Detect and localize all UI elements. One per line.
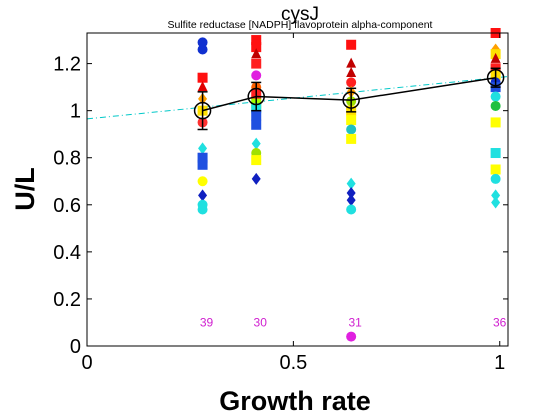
data-point-18 [251,70,262,81]
y-tick-label-0: 0 [70,336,81,358]
data-point-52 [490,91,501,102]
data-point-3 [197,81,208,92]
data-point-14 [251,35,262,46]
data-point-16 [251,48,262,59]
data-point-41 [346,194,356,207]
chart-title: cysJ [281,4,319,25]
data-point-23 [251,110,262,121]
data-point-8 [197,152,208,163]
x-tick-label-1: 0.5 [279,352,307,374]
data-point-2 [197,72,208,83]
y-tick-label-6: 1.2 [53,54,81,76]
y-tick-label-2: 0.4 [53,242,81,264]
plot-area [87,33,508,346]
data-point-53 [490,100,501,111]
data-point-27 [251,155,262,166]
mean-marker-1 [247,87,265,106]
data-point-36 [346,115,357,126]
data-point-54 [490,117,501,128]
data-point-0 [197,37,208,48]
count-label-0: 39 [200,315,214,329]
data-point-37 [346,124,357,135]
count-label-1: 30 [254,315,268,329]
data-point-40 [346,187,356,200]
x-axis-label: Growth rate [219,386,371,416]
mean-marker-3 [486,68,505,87]
data-point-39 [346,177,356,190]
mean-line [202,76,496,112]
data-point-57 [490,173,501,184]
x-tick-label-2: 1 [494,352,505,374]
x-tick-label-0: 0 [81,352,92,374]
y-tick-label-5: 1 [70,101,81,123]
count-label-3: 36 [493,315,507,329]
plot-frame [86,32,509,347]
data-point-15 [251,42,262,53]
data-point-31 [346,67,357,78]
mean-marker-2 [342,91,360,109]
data-point-47 [490,52,501,63]
count-label-2: 31 [348,315,362,329]
y-tick-label-4: 0.8 [53,148,81,170]
data-point-59 [491,196,501,209]
mean-marker-0 [193,101,212,120]
y-tick-label-3: 0.6 [53,195,81,217]
data-point-42 [346,204,357,215]
data-point-32 [346,77,357,88]
data-point-56 [490,164,501,175]
data-point-13 [197,204,208,215]
chart-subtitle: Sulfite reductase [NADPH] flavoprotein a… [168,19,433,31]
data-point-28 [251,172,261,185]
data-point-29 [346,39,357,50]
data-point-11 [198,189,208,202]
data-point-1 [197,44,208,55]
data-point-58 [491,189,501,202]
data-point-10 [197,176,208,187]
data-point-9 [197,159,208,170]
data-point-30 [346,57,357,68]
y-tick-label-1: 0.2 [53,289,81,311]
data-point-55 [490,148,501,159]
data-point-17 [251,58,262,69]
data-point-38 [346,133,357,144]
data-point-43 [346,331,357,342]
data-point-7 [198,142,208,155]
data-point-25 [251,137,261,150]
data-point-24 [251,119,262,130]
y-axis-label: U/L [10,167,40,211]
